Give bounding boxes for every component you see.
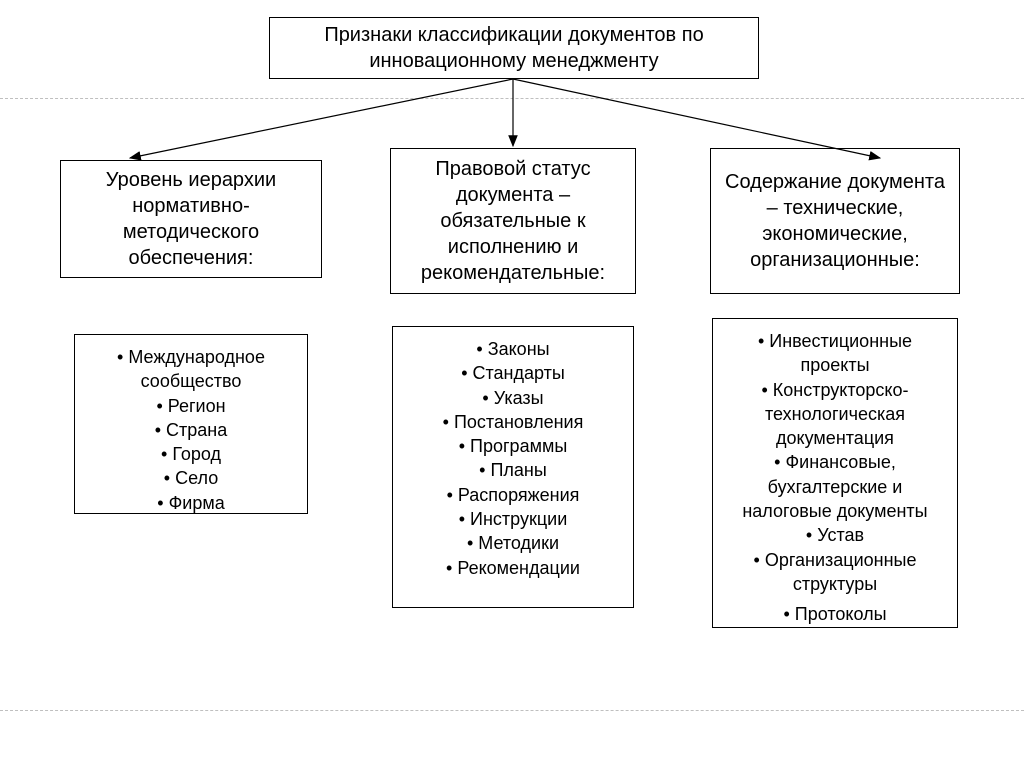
list-item: • Регион (156, 394, 225, 418)
list-item: • Постановления (443, 410, 584, 434)
list-item: • Конструкторско-технологическая докумен… (725, 378, 945, 451)
branch-header-3-text: Содержание документа – технические, экон… (721, 169, 949, 273)
list-item: • Распоряжения (447, 483, 580, 507)
list-item: • Инструкции (459, 507, 568, 531)
list-item: • Устав (806, 523, 864, 547)
list-item: • Планы (479, 458, 547, 482)
root-text: Признаки классификации документов по инн… (280, 22, 748, 74)
list-item: • Рекомендации (446, 556, 580, 580)
branch-list-2: • Законы • Стандарты • Указы • Постановл… (392, 326, 634, 608)
list-item: • Законы (476, 337, 549, 361)
list-item: • Международное сообщество (87, 345, 295, 394)
list-item: • Протоколы (783, 602, 886, 626)
branch-header-1-text: Уровень иерархии нормативно-методическог… (71, 167, 311, 271)
root-box: Признаки классификации документов по инн… (269, 17, 759, 79)
branch-header-1: Уровень иерархии нормативно-методическог… (60, 160, 322, 278)
arrow-left (130, 79, 513, 158)
arrow-right (513, 79, 880, 158)
divider-bottom (0, 710, 1024, 711)
list-item: • Город (161, 442, 221, 466)
list-item: • Инвестиционные проекты (725, 329, 945, 378)
branch-header-3: Содержание документа – технические, экон… (710, 148, 960, 294)
list-item: • Методики (467, 531, 559, 555)
branch-header-2-text: Правовой статус документа – обязательные… (401, 156, 625, 286)
list-item: • Указы (482, 386, 543, 410)
list-item: • Страна (155, 418, 228, 442)
list-item: • Организационные структуры (725, 548, 945, 597)
list-item: • Фирма (157, 491, 224, 515)
list-item: • Село (164, 466, 218, 490)
branch-header-2: Правовой статус документа – обязательные… (390, 148, 636, 294)
list-item: • Программы (459, 434, 568, 458)
branch-list-3: • Инвестиционные проекты • Конструкторск… (712, 318, 958, 628)
divider-top (0, 98, 1024, 99)
branch-list-1: • Международное сообщество • Регион • Ст… (74, 334, 308, 514)
list-item: • Финансовые, бухгалтерские и налоговые … (725, 450, 945, 523)
list-item: • Стандарты (461, 361, 565, 385)
